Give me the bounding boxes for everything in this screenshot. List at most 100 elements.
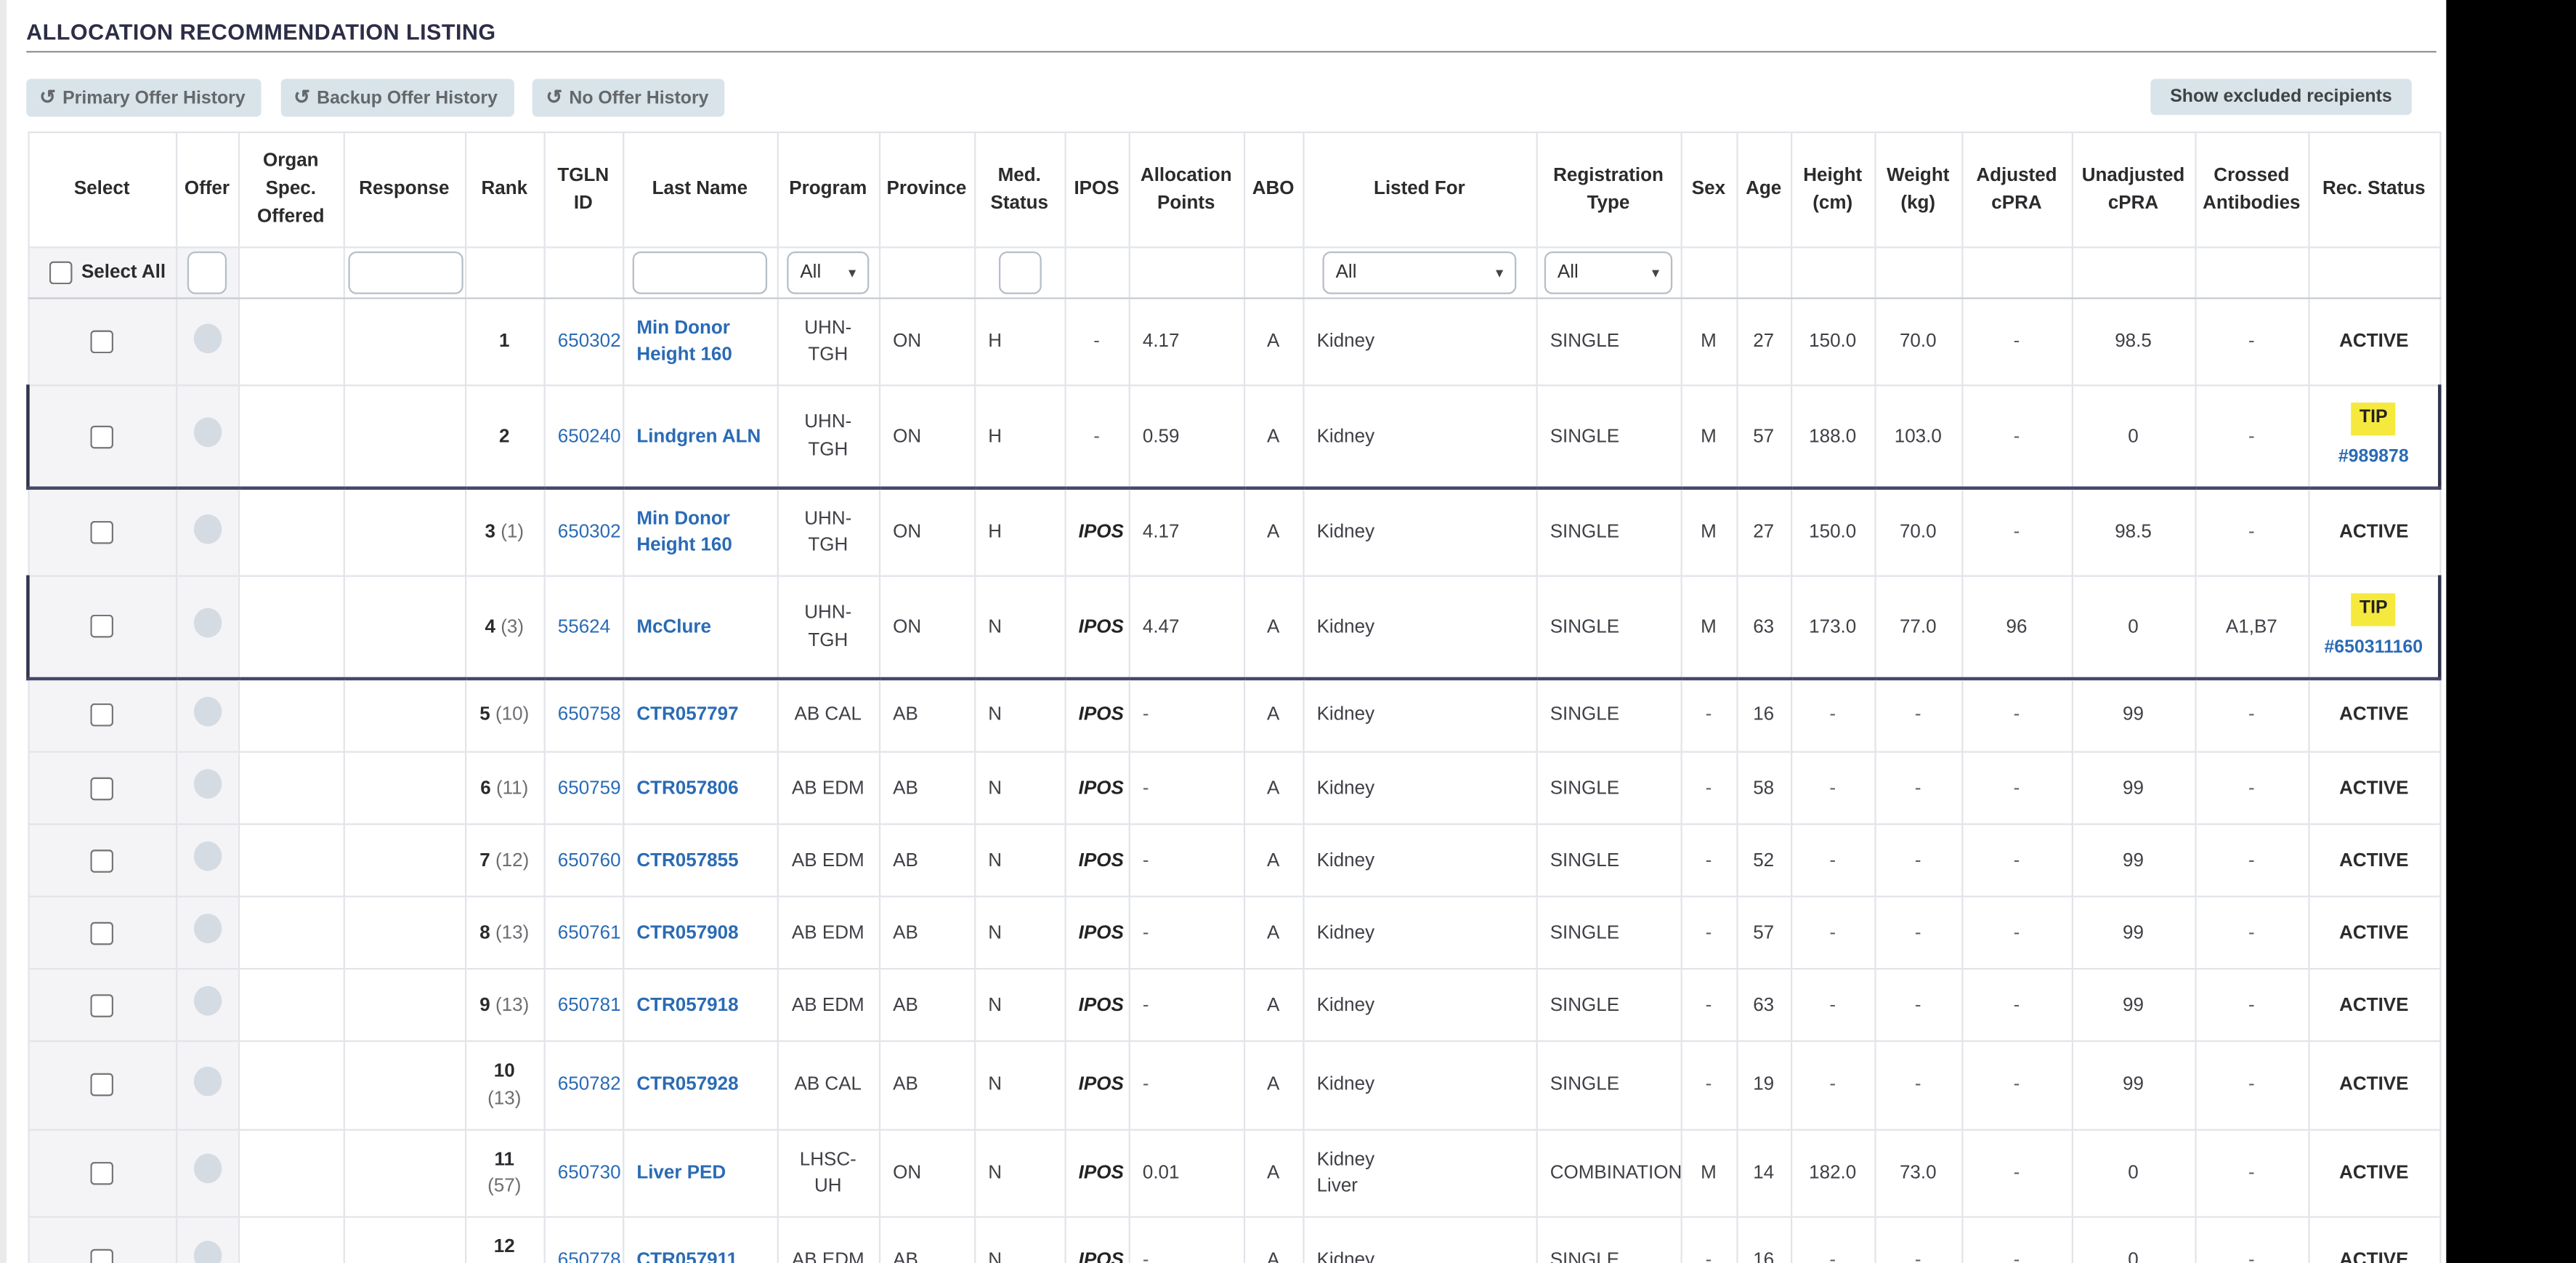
row-select-checkbox[interactable] bbox=[90, 520, 114, 544]
filter-cell-rank bbox=[463, 246, 545, 299]
cell-organ-spec bbox=[237, 677, 344, 753]
filter-input-med[interactable] bbox=[997, 251, 1041, 294]
row-select-checkbox[interactable] bbox=[90, 1248, 114, 1263]
ipos-flag: IPOS bbox=[1078, 1250, 1124, 1263]
primary-offer-history-button[interactable]: ↺ Primary Offer History bbox=[26, 78, 262, 117]
cell-sex: - bbox=[1680, 751, 1738, 826]
tgln-id-link[interactable]: 650240 bbox=[557, 426, 621, 447]
cell-med: H bbox=[973, 487, 1066, 578]
recipient-name-link[interactable]: CTR057797 bbox=[636, 706, 739, 726]
cell-rank: 2 bbox=[463, 384, 545, 490]
tgln-id-link[interactable]: 650302 bbox=[557, 331, 621, 352]
row-select-checkbox[interactable] bbox=[90, 776, 114, 800]
table-row: 11 (57) 650730 Liver PED LHSC-UH ON N IPOS 0.01… bbox=[27, 1128, 2441, 1218]
tgln-id-link[interactable]: 650760 bbox=[557, 850, 621, 871]
row-select-checkbox[interactable] bbox=[90, 424, 114, 448]
filter-input-offer[interactable] bbox=[187, 251, 227, 294]
cell-crossed: - bbox=[2194, 1128, 2309, 1218]
tgln-id-link[interactable]: 55624 bbox=[557, 617, 611, 637]
row-select-checkbox[interactable] bbox=[90, 921, 114, 945]
recipient-name-link[interactable]: CTR057928 bbox=[636, 1076, 739, 1096]
recipient-name-link[interactable]: Liver PED bbox=[636, 1163, 726, 1183]
row-select-checkbox[interactable] bbox=[90, 849, 114, 872]
recipient-name-link[interactable]: CTR057908 bbox=[636, 923, 739, 943]
recipient-name-link[interactable]: CTR057918 bbox=[636, 996, 739, 1016]
tgln-id-link[interactable]: 650781 bbox=[557, 996, 621, 1016]
col-header-crossed: Crossed Antibodies bbox=[2194, 131, 2309, 249]
cell-province: AB bbox=[878, 677, 976, 753]
cell-crossed: A1,B7 bbox=[2194, 575, 2309, 681]
cell-province: ON bbox=[878, 575, 976, 681]
row-select-checkbox[interactable] bbox=[90, 330, 114, 354]
cell-response bbox=[342, 1128, 466, 1218]
filter-cell-organ-spec bbox=[237, 246, 344, 299]
cell-crossed: - bbox=[2194, 1215, 2309, 1263]
table-row: 10 (13) 650782 CTR057928 AB CAL AB N IPOS - A Kid… bbox=[27, 1041, 2441, 1130]
offer-indicator bbox=[193, 696, 222, 727]
ipos-flag: IPOS bbox=[1078, 706, 1124, 726]
cell-program: UHN-TGH bbox=[776, 297, 880, 387]
filter-input-last-name[interactable] bbox=[632, 251, 768, 294]
recipient-name-link[interactable]: Min Donor Height 160 bbox=[636, 318, 732, 366]
row-select-checkbox[interactable] bbox=[90, 1073, 114, 1097]
select-all-checkbox[interactable] bbox=[48, 261, 72, 285]
cell-weight: - bbox=[1874, 895, 1963, 970]
chevron-down-icon: ▾ bbox=[1651, 264, 1660, 281]
ipos-flag: IPOS bbox=[1078, 996, 1124, 1016]
filter-input-response[interactable] bbox=[347, 251, 463, 294]
cell-select bbox=[26, 384, 177, 490]
cell-adj-cpra: - bbox=[1961, 677, 2073, 753]
cell-height: 188.0 bbox=[1789, 384, 1876, 490]
show-excluded-recipients-button[interactable]: Show excluded recipients bbox=[2150, 78, 2412, 116]
filter-cell-age bbox=[1735, 246, 1792, 299]
cell-response bbox=[342, 297, 466, 387]
filter-select-listed-for[interactable]: All ▾ bbox=[1322, 251, 1517, 294]
row-select-checkbox[interactable] bbox=[90, 993, 114, 1017]
tgln-id-link[interactable]: 650782 bbox=[557, 1076, 621, 1096]
tgln-id-link[interactable]: 650302 bbox=[557, 522, 621, 543]
tgln-id-link[interactable]: 650730 bbox=[557, 1163, 621, 1183]
cell-sex: - bbox=[1680, 1215, 1738, 1263]
cell-program: UHN-TGH bbox=[776, 384, 880, 490]
cell-status: ACTIVE bbox=[2307, 968, 2441, 1043]
tip-reference-link[interactable]: #650311160 bbox=[2324, 637, 2423, 657]
filter-cell-listed-for: All ▾ bbox=[1302, 246, 1537, 299]
tgln-id-link[interactable]: 650761 bbox=[557, 923, 621, 943]
offer-indicator bbox=[193, 1241, 222, 1263]
rank-previous-note: (1) bbox=[495, 522, 524, 543]
recipient-name-link[interactable]: Min Donor Height 160 bbox=[636, 509, 732, 556]
cell-offer bbox=[174, 297, 240, 387]
recipient-name-link[interactable]: CTR057806 bbox=[636, 778, 739, 799]
offer-indicator bbox=[193, 1066, 222, 1097]
right-letterbox bbox=[2446, 0, 2576, 1263]
cell-abo: A bbox=[1242, 677, 1304, 753]
cell-reg-type: SINGLE bbox=[1535, 487, 1682, 578]
rank-number: 2 bbox=[499, 426, 510, 447]
filter-select-program[interactable]: All ▾ bbox=[787, 251, 870, 294]
row-select-checkbox[interactable] bbox=[90, 615, 114, 639]
filter-select-reg-type[interactable]: All ▾ bbox=[1544, 251, 1673, 294]
col-header-sex: Sex bbox=[1680, 131, 1738, 249]
recipient-name-link[interactable]: McClure bbox=[636, 617, 711, 637]
no-offer-history-button[interactable]: ↺ No Offer History bbox=[532, 78, 726, 117]
recipient-status: ACTIVE bbox=[2339, 923, 2409, 943]
cell-select bbox=[27, 1215, 177, 1263]
cell-reg-type: SINGLE bbox=[1535, 1041, 1682, 1130]
recipient-name-link[interactable]: Lindgren ALN bbox=[636, 426, 761, 447]
recipient-name-link[interactable]: CTR057855 bbox=[636, 850, 739, 871]
cell-reg-type: SINGLE bbox=[1535, 575, 1682, 681]
tgln-id-link[interactable]: 650759 bbox=[557, 778, 621, 799]
backup-offer-history-button[interactable]: ↺ Backup Offer History bbox=[280, 78, 514, 117]
filter-cell-sex bbox=[1680, 246, 1738, 299]
row-select-checkbox[interactable] bbox=[90, 1161, 114, 1185]
tgln-id-link[interactable]: 650778 bbox=[557, 1250, 621, 1263]
col-header-weight: Weight (kg) bbox=[1874, 131, 1963, 249]
tip-reference-link[interactable]: #989878 bbox=[2338, 446, 2409, 467]
cell-last-name: Min Donor Height 160 bbox=[621, 487, 778, 578]
page-title: ALLOCATION RECOMMENDATION LISTING bbox=[26, 20, 496, 45]
row-select-checkbox[interactable] bbox=[90, 703, 114, 727]
tgln-id-link[interactable]: 650758 bbox=[557, 706, 621, 726]
col-header-med: Med. Status bbox=[973, 131, 1066, 249]
recipient-name-link[interactable]: CTR057911 bbox=[636, 1250, 738, 1263]
cell-adj-cpra: - bbox=[1961, 968, 2073, 1043]
